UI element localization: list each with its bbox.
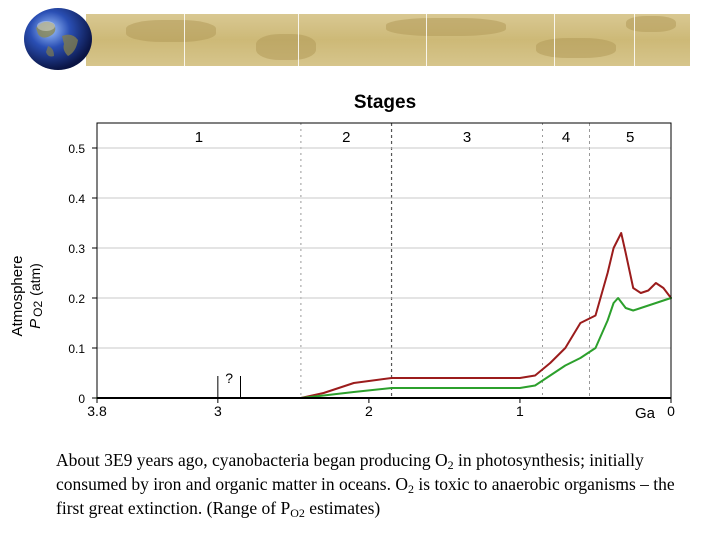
- slide-caption: About 3E9 years ago, cyanobacteria began…: [56, 448, 696, 520]
- y-tick-label-0: 0: [78, 392, 85, 406]
- y-tick-label-0.2: 0.2: [68, 292, 85, 306]
- y-axis-label-line2: P O2 (atm): [27, 263, 45, 329]
- stage-label-1: 1: [195, 129, 203, 146]
- y-tick-label-0.1: 0.1: [68, 342, 85, 356]
- y-axis-label-unit: (atm): [27, 263, 43, 296]
- stage-label-4: 4: [562, 129, 570, 146]
- caption-text-4: estimates): [304, 498, 381, 518]
- y-tick-label-0.4: 0.4: [68, 192, 85, 206]
- plot-frame: [96, 122, 672, 399]
- uncertainty-label: ?: [225, 370, 233, 386]
- map-banner: [86, 14, 690, 66]
- x-tick-label-0: 0: [667, 403, 675, 419]
- y-tick-label-0.3: 0.3: [68, 242, 85, 256]
- x-axis-unit: Ga: [635, 405, 656, 422]
- y-axis-label: Atmosphere P O2 (atm): [9, 256, 45, 337]
- caption-text-3: is toxic to anaerobic organisms – the fi…: [56, 474, 675, 518]
- x-tick-label-1: 1: [516, 403, 524, 419]
- stage-label-2: 2: [342, 129, 350, 146]
- x-tick-label-3: 3: [214, 403, 222, 419]
- caption-sub-2: 2: [408, 482, 415, 496]
- y-axis-label-line1: Atmosphere: [9, 256, 26, 337]
- y-axis-label-p: P: [27, 319, 44, 329]
- series-line-lower: [96, 297, 672, 399]
- caption-text-1: About 3E9 years ago, cyanobacteria began…: [56, 450, 448, 470]
- globe-icon: [24, 8, 92, 70]
- x-tick-label-3.8: 3.8: [87, 403, 107, 419]
- chart-title: Stages: [354, 92, 416, 113]
- stage-label-5: 5: [626, 129, 634, 146]
- y-axis-label-o2: O2: [31, 301, 45, 317]
- x-tick-label-2: 2: [365, 403, 373, 419]
- stage-label-3: 3: [463, 129, 471, 146]
- caption-text-2: in photosynthesis; initially consumed by…: [56, 450, 644, 494]
- caption-sub-3: O2: [290, 506, 305, 520]
- series-line-upper: [96, 232, 672, 399]
- y-tick-label-0.5: 0.5: [68, 142, 85, 156]
- caption-sub-1: 2: [447, 458, 454, 472]
